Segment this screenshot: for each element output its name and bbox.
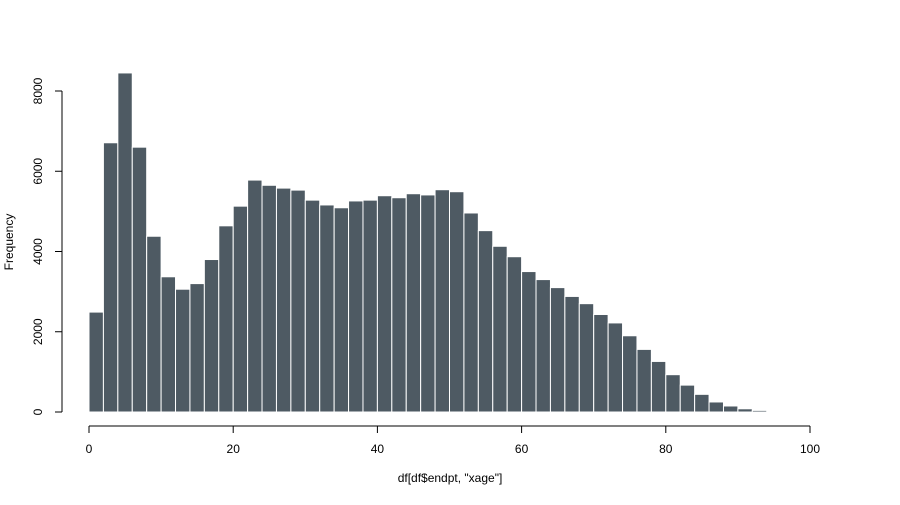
histogram-bar [304,199,321,413]
histogram-bar [506,256,523,413]
histogram-bar [218,225,234,413]
histogram-bar [290,189,306,413]
x-tick-label: 80 [659,442,673,456]
histogram-bar [535,279,551,413]
histogram-bar [203,259,220,413]
histogram-bar [463,212,479,413]
histogram-bar [679,384,696,413]
histogram-bar [521,271,537,413]
histogram-bar [319,204,335,413]
histogram-bar [333,207,350,413]
histogram-bar [247,179,263,413]
histogram-bar [434,189,450,413]
histogram-bar [160,276,177,413]
histogram-bar [449,191,465,413]
histogram-bar [117,72,133,413]
x-tick-label: 40 [371,442,385,456]
histogram-bar [261,184,277,413]
histogram-bar [477,230,494,413]
histogram-bar [146,235,162,413]
histogram-bar [751,409,768,413]
histogram-bar [650,360,667,413]
histogram-bar [737,408,753,413]
histogram-bar [175,288,191,413]
histogram-bar [102,142,119,413]
y-axis: 0 2000 4000 6000 8000 [31,77,63,415]
histogram-bar [593,313,609,413]
histogram-bar [607,322,624,413]
y-tick-label: 4000 [31,238,45,265]
x-tick-label: 100 [800,442,820,456]
x-axis: 0 20 40 60 80 100 [86,425,820,456]
y-tick-label: 6000 [31,158,45,185]
y-axis-label: Frequency [2,214,16,271]
histogram-bar [694,393,710,413]
histogram-bar [722,405,739,413]
histogram-bar [391,197,407,413]
histogram-bar [189,283,205,413]
histogram-bar [549,287,566,413]
histogram-bar [232,205,249,413]
histogram-bar [622,335,638,413]
histogram-bar [405,193,422,413]
histogram-bar [131,146,148,413]
x-tick-label: 20 [227,442,241,456]
histogram-bar [564,295,580,413]
x-axis-label: df[df$endpt, "xage"] [398,471,503,485]
histogram-bar [362,199,378,413]
histogram-bar [348,200,364,413]
y-tick-label: 2000 [31,318,45,345]
histogram-bar [665,374,681,413]
y-tick-label: 8000 [31,77,45,104]
histogram-bar [275,187,292,413]
x-tick-label: 0 [86,442,93,456]
histogram-bar [708,401,724,413]
y-tick-label: 0 [31,408,45,415]
histogram-bar [636,348,652,413]
x-tick-label: 60 [515,442,529,456]
histogram-bar [376,195,393,413]
histogram-bar [420,194,436,413]
histogram-bar [492,245,508,413]
histogram-bar [88,311,104,413]
bars-group [88,72,768,413]
histogram-bar [578,303,595,413]
